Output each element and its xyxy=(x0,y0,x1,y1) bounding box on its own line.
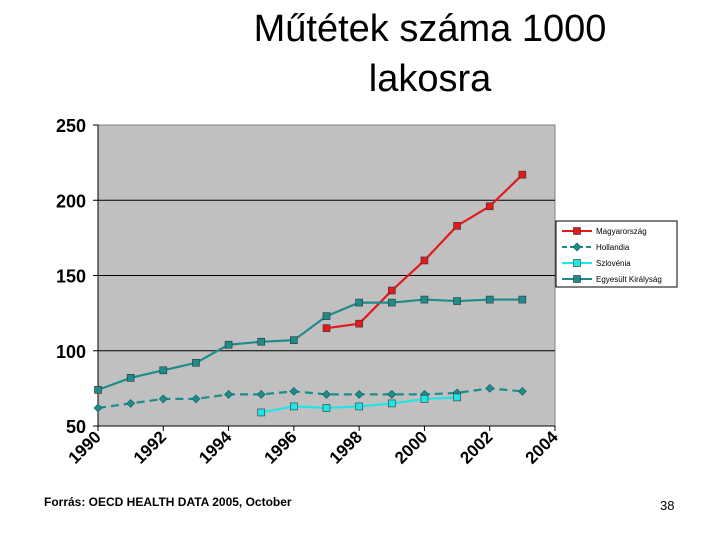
y-tick-label: 200 xyxy=(56,191,86,211)
data-point xyxy=(224,340,233,349)
data-point xyxy=(126,374,135,382)
series-1 xyxy=(93,383,527,413)
data-point xyxy=(191,394,201,404)
y-tick-label: 50 xyxy=(66,417,86,437)
series-0 xyxy=(322,170,527,332)
data-point xyxy=(159,366,168,375)
data-point xyxy=(485,383,495,393)
legend-swatch-marker xyxy=(573,275,581,283)
x-tick-label: 1994 xyxy=(195,427,236,468)
data-point xyxy=(355,319,363,328)
data-point xyxy=(224,389,233,399)
data-point xyxy=(290,336,298,345)
data-point xyxy=(517,386,527,396)
legend: Magyarország Hollandia Szlovénia Egyesült K… xyxy=(555,220,678,288)
gridlines xyxy=(98,199,555,352)
series-2 xyxy=(257,393,461,417)
legend-swatch-marker xyxy=(573,227,581,235)
data-point xyxy=(94,386,102,394)
data-point xyxy=(387,286,396,295)
legend-label: Magyarország xyxy=(596,227,647,236)
data-point xyxy=(158,394,168,404)
series-line xyxy=(97,298,523,391)
slide-title: Műtétek száma 1000 lakosra xyxy=(253,8,607,100)
data-point xyxy=(518,170,527,179)
data-point xyxy=(322,324,331,332)
data-point xyxy=(355,298,363,307)
series-3 xyxy=(94,295,527,394)
data-point xyxy=(518,295,527,304)
data-point xyxy=(485,202,494,211)
x-tick-label: 2000 xyxy=(391,427,431,467)
data-point xyxy=(420,395,429,403)
data-point xyxy=(322,404,331,412)
x-tick-label: 1992 xyxy=(130,427,170,467)
data-point xyxy=(290,402,298,411)
series-lines xyxy=(93,170,527,417)
y-axis-ticks: 50 100 150 200 250 xyxy=(56,116,98,437)
data-point xyxy=(192,358,200,367)
data-point xyxy=(387,389,397,399)
legend-label: Hollandia xyxy=(596,243,630,252)
data-point xyxy=(420,295,429,304)
data-point xyxy=(289,386,299,396)
x-tick-label: 2002 xyxy=(456,427,496,467)
legend-swatch-marker xyxy=(573,259,581,267)
data-point xyxy=(453,297,461,305)
data-point xyxy=(257,337,266,346)
data-point xyxy=(387,399,396,408)
y-tick-label: 250 xyxy=(56,116,86,136)
data-point xyxy=(322,389,331,399)
y-tick-label: 150 xyxy=(56,267,86,287)
data-point xyxy=(257,408,266,417)
x-axis-ticks: 1990 1992 1994 1996 1998 2000 2002 2004 xyxy=(65,426,563,468)
source-note: Forrás: OECD HEALTH DATA 2005, October xyxy=(44,495,292,509)
data-point xyxy=(485,295,494,304)
legend-label: Szlovénia xyxy=(596,259,631,268)
page-number: 38 xyxy=(660,498,675,513)
data-point xyxy=(93,403,103,413)
legend-swatch-marker xyxy=(572,242,582,252)
data-point xyxy=(420,256,429,265)
data-point xyxy=(322,312,331,320)
legend-label: Egyesült Királyság xyxy=(596,275,662,284)
x-tick-label: 1996 xyxy=(261,427,301,467)
data-point xyxy=(387,298,396,307)
data-point xyxy=(355,402,363,411)
x-tick-label: 2004 xyxy=(522,427,563,468)
data-point xyxy=(453,222,461,230)
data-point xyxy=(256,389,266,399)
y-tick-label: 100 xyxy=(56,342,86,362)
data-point xyxy=(126,399,136,408)
series-line xyxy=(97,387,523,410)
x-tick-label: 1998 xyxy=(326,427,366,467)
data-point xyxy=(354,389,364,399)
data-point xyxy=(453,393,461,402)
